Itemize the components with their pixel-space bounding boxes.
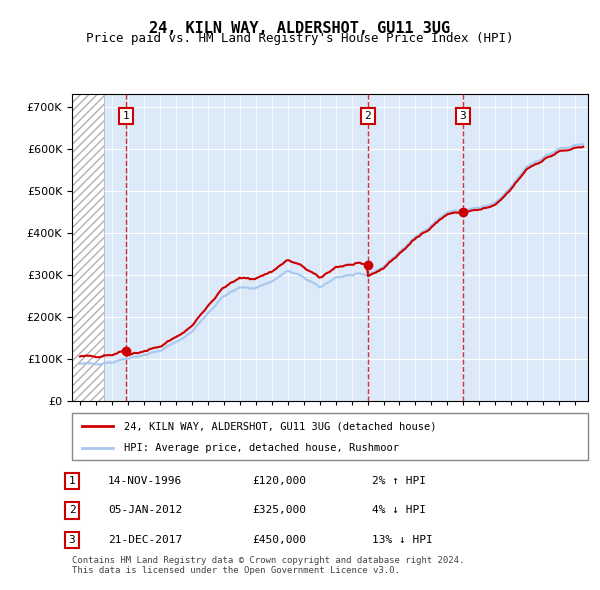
Text: 2: 2 [364,111,371,121]
Text: 1: 1 [122,111,129,121]
Bar [72,94,104,401]
Text: HPI: Average price, detached house, Rushmoor: HPI: Average price, detached house, Rush… [124,444,398,453]
Text: 4% ↓ HPI: 4% ↓ HPI [372,506,426,515]
Text: 24, KILN WAY, ALDERSHOT, GU11 3UG: 24, KILN WAY, ALDERSHOT, GU11 3UG [149,21,451,35]
Text: 2: 2 [68,506,76,515]
Text: £325,000: £325,000 [252,506,306,515]
Text: 14-NOV-1996: 14-NOV-1996 [108,476,182,486]
Text: 05-JAN-2012: 05-JAN-2012 [108,506,182,515]
Text: 1: 1 [68,476,76,486]
Text: Contains HM Land Registry data © Crown copyright and database right 2024.
This d: Contains HM Land Registry data © Crown c… [72,556,464,575]
Text: £120,000: £120,000 [252,476,306,486]
Text: Price paid vs. HM Land Registry's House Price Index (HPI): Price paid vs. HM Land Registry's House … [86,32,514,45]
Text: 3: 3 [460,111,466,121]
Text: 21-DEC-2017: 21-DEC-2017 [108,535,182,545]
Text: 24, KILN WAY, ALDERSHOT, GU11 3UG (detached house): 24, KILN WAY, ALDERSHOT, GU11 3UG (detac… [124,421,436,431]
Text: 13% ↓ HPI: 13% ↓ HPI [372,535,433,545]
Text: £450,000: £450,000 [252,535,306,545]
Text: 2% ↑ HPI: 2% ↑ HPI [372,476,426,486]
FancyBboxPatch shape [72,413,588,460]
Text: 3: 3 [68,535,76,545]
